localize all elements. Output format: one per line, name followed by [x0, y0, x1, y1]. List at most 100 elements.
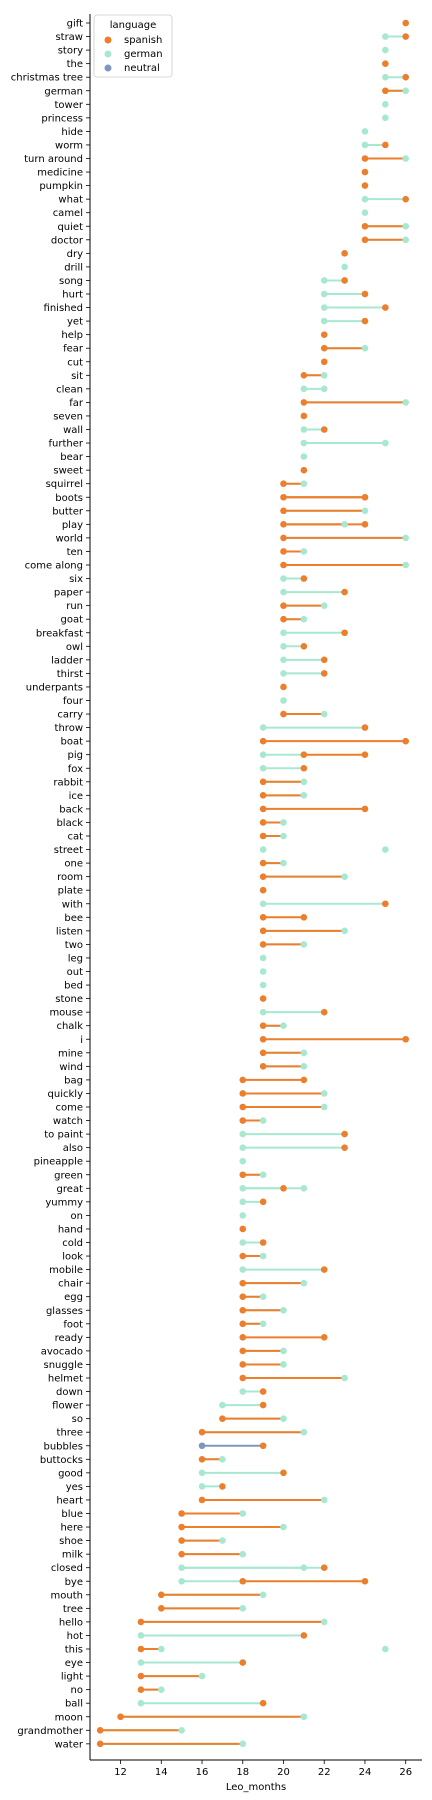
y-tick-label: chair — [58, 1279, 84, 1290]
row-rabbit: rabbit — [53, 777, 308, 788]
row-quickly: quickly — [48, 1089, 328, 1100]
row-bed: bed — [64, 981, 267, 992]
spanish-point — [259, 1401, 267, 1409]
german-point — [259, 981, 267, 989]
y-tick-label: far — [69, 398, 84, 409]
y-tick-label: paper — [54, 588, 84, 599]
y-tick-label: drill — [64, 262, 83, 273]
spanish-point — [137, 1618, 145, 1626]
y-tick-label: grandmother — [17, 1726, 84, 1737]
y-tick-label: butter — [52, 506, 84, 517]
y-tick-label: ready — [55, 1333, 84, 1344]
spanish-point — [259, 1035, 267, 1043]
y-tick-label: bed — [64, 981, 83, 992]
spanish-point — [178, 1523, 185, 1531]
spanish-point — [178, 1510, 185, 1517]
german-point — [402, 399, 410, 406]
german-point — [300, 426, 308, 433]
row-watch: watch — [53, 1116, 267, 1127]
german-point — [402, 222, 410, 230]
german-point — [300, 1428, 308, 1436]
german-point — [320, 1496, 328, 1504]
y-tick-label: fear — [63, 344, 84, 355]
german-point — [219, 1537, 226, 1544]
row-water: water — [55, 1739, 247, 1750]
y-tick-label: boots — [55, 493, 83, 504]
spanish-point — [300, 764, 308, 772]
row-breakfast: breakfast — [36, 628, 348, 639]
german-point — [382, 33, 389, 40]
y-tick-label: one — [64, 859, 83, 870]
spanish-point — [198, 1456, 206, 1463]
spanish-point — [280, 493, 287, 501]
spanish-point — [280, 683, 287, 691]
spanish-point — [96, 1727, 104, 1734]
spanish-point — [280, 602, 287, 609]
row-this: this — [65, 1645, 389, 1656]
spanish-point — [259, 873, 267, 880]
german-point — [382, 101, 389, 108]
german-point — [219, 1401, 226, 1409]
spanish-point — [341, 1130, 348, 1138]
german-point — [382, 1645, 389, 1653]
spanish-point — [300, 372, 308, 379]
german-point — [300, 1063, 308, 1070]
spanish-point — [280, 507, 287, 515]
german-point — [259, 1252, 267, 1260]
row-camel: camel — [53, 208, 369, 219]
spanish-point — [219, 1415, 226, 1422]
spanish-point — [117, 1713, 124, 1721]
spanish-point — [300, 399, 308, 406]
german-point — [320, 290, 328, 298]
row-wind: wind — [59, 1062, 308, 1073]
spanish-point — [320, 331, 328, 338]
spanish-point — [239, 1076, 247, 1084]
spanish-point — [320, 358, 328, 366]
y-tick-label: two — [65, 940, 83, 951]
spanish-point — [157, 1591, 165, 1599]
row-goat: goat — [60, 615, 308, 626]
y-tick-label: play — [62, 520, 83, 531]
spanish-point — [361, 168, 369, 176]
x-tick-label: 22 — [318, 1767, 331, 1778]
spanish-point — [259, 914, 267, 921]
row-finished: finished — [44, 303, 389, 314]
y-tick-label: mobile — [49, 1265, 83, 1276]
german-point — [259, 1320, 267, 1328]
row-bubbles: bubbles — [43, 1441, 267, 1452]
german-point — [239, 1740, 247, 1748]
german-point — [280, 670, 287, 677]
y-tick-label: i — [80, 1035, 83, 1046]
spanish-point — [239, 1347, 247, 1355]
german-point — [341, 873, 348, 880]
y-tick-label: gift — [67, 19, 83, 30]
y-tick-label: plate — [58, 886, 83, 897]
y-tick-label: further — [49, 439, 84, 450]
y-tick-label: with — [62, 899, 83, 910]
spanish-point — [219, 1483, 226, 1490]
german-point — [259, 1117, 267, 1124]
row-song: song — [59, 276, 348, 287]
spanish-point — [402, 1035, 410, 1043]
row-chalk: chalk — [56, 1021, 287, 1032]
row-back: back — [59, 804, 369, 815]
spanish-point — [198, 1428, 206, 1436]
spanish-point — [300, 1632, 308, 1639]
row-plate: plate — [58, 886, 267, 897]
y-tick-label: doctor — [51, 235, 84, 246]
y-tick-label: avocado — [41, 1346, 83, 1357]
german-point — [239, 1605, 247, 1612]
row-four: four — [63, 696, 287, 707]
x-axis-title: Leo_months — [226, 1782, 286, 1793]
spanish-point — [259, 1699, 267, 1707]
row-help: help — [61, 330, 328, 341]
spanish-point — [382, 60, 389, 67]
y-tick-label: out — [67, 967, 83, 978]
german-point — [280, 575, 287, 582]
row-light: light — [61, 1672, 206, 1683]
spanish-point — [259, 832, 267, 840]
row-carry: carry — [57, 710, 328, 721]
row-mouse: mouse — [49, 1008, 328, 1019]
spanish-point — [259, 1442, 267, 1450]
spanish-point — [300, 914, 308, 921]
